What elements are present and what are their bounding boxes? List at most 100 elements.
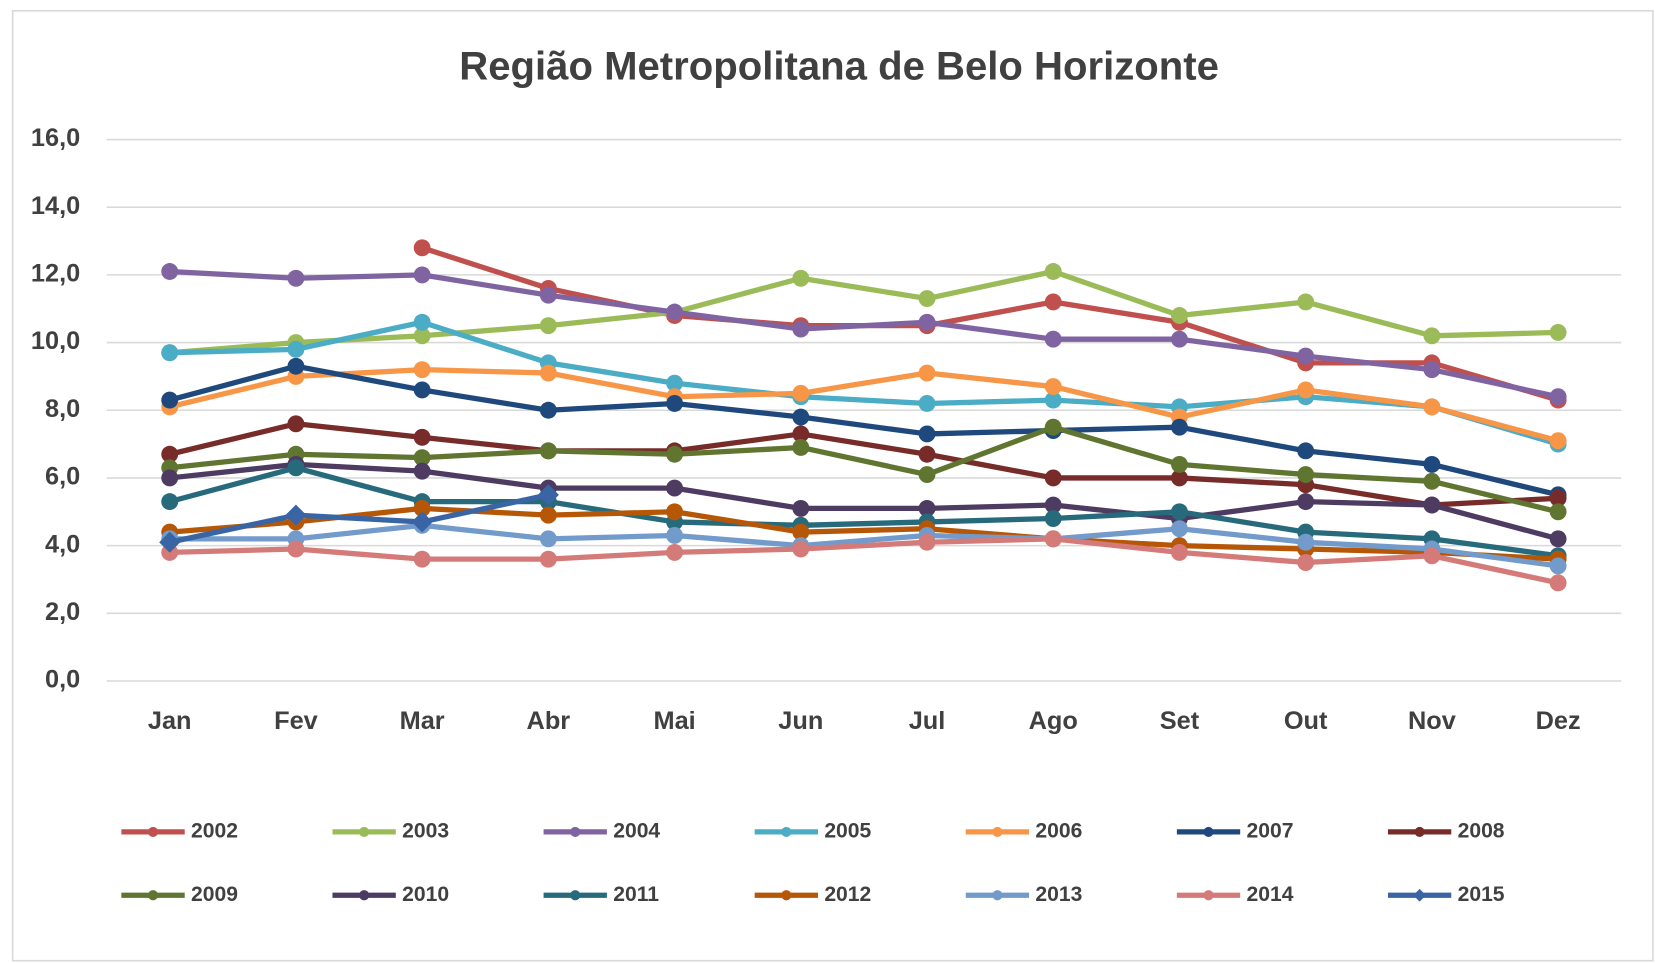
data-point xyxy=(792,384,810,402)
data-point xyxy=(161,263,179,280)
series-line xyxy=(169,505,1559,562)
data-point xyxy=(1549,432,1567,450)
data-point xyxy=(1044,330,1062,348)
legend-marker xyxy=(147,826,159,837)
legend-marker xyxy=(781,890,792,901)
data-point xyxy=(1549,388,1567,406)
x-tick-label: Fev xyxy=(274,707,318,735)
data-point xyxy=(1297,493,1315,511)
data-point xyxy=(666,543,684,561)
data-point xyxy=(1171,543,1188,561)
legend-label: 2003 xyxy=(402,819,449,842)
data-point xyxy=(792,523,810,541)
series-line xyxy=(169,367,1559,444)
series-line xyxy=(169,465,1559,559)
legend-label: 2014 xyxy=(1247,883,1294,906)
data-point xyxy=(1171,330,1188,348)
data-point xyxy=(792,425,810,443)
data-point xyxy=(792,439,810,456)
data-point xyxy=(413,381,431,399)
data-point xyxy=(666,303,684,321)
data-point xyxy=(1044,391,1062,409)
data-point xyxy=(1297,293,1315,311)
data-point xyxy=(413,462,431,480)
chart-border xyxy=(11,9,1654,962)
x-tick-label: Out xyxy=(1284,707,1328,735)
data-point xyxy=(539,317,557,335)
legend-marker xyxy=(1414,826,1425,837)
y-tick-label: 2,0 xyxy=(45,598,80,626)
data-point xyxy=(413,449,431,467)
data-point xyxy=(161,493,179,511)
data-point xyxy=(918,466,936,483)
data-point xyxy=(1044,293,1062,311)
data-point xyxy=(1423,496,1441,514)
data-point xyxy=(1297,347,1315,365)
data-point xyxy=(1171,418,1188,436)
data-point xyxy=(1171,469,1188,487)
data-point xyxy=(1297,554,1315,571)
y-tick-label: 16,0 xyxy=(31,124,80,152)
data-point xyxy=(161,445,179,463)
legend-label: 2008 xyxy=(1458,819,1505,842)
legend-label: 2015 xyxy=(1458,883,1505,906)
data-point xyxy=(792,540,810,558)
series-line xyxy=(169,461,1559,542)
legend-marker xyxy=(570,890,581,901)
legend-marker xyxy=(992,890,1003,901)
data-point xyxy=(918,499,936,517)
data-point xyxy=(1423,361,1441,379)
data-point xyxy=(1044,418,1062,436)
data-point xyxy=(287,340,305,358)
data-point xyxy=(161,469,179,487)
data-point xyxy=(918,364,936,382)
data-point xyxy=(792,408,810,426)
x-tick-label: Dez xyxy=(1536,707,1581,735)
data-point xyxy=(918,395,936,412)
data-point xyxy=(1171,520,1188,538)
data-point xyxy=(1171,503,1188,521)
data-point xyxy=(1044,530,1062,548)
data-point xyxy=(1044,378,1062,396)
data-point xyxy=(413,266,431,284)
chart-title: Região Metropolitana de Belo Horizonte xyxy=(459,44,1219,88)
data-point xyxy=(666,395,684,412)
data-point xyxy=(918,290,936,308)
legend-marker xyxy=(147,890,159,901)
data-point xyxy=(666,479,684,497)
legend-marker xyxy=(1413,888,1426,902)
data-point xyxy=(413,499,431,517)
y-tick-label: 8,0 xyxy=(45,395,80,423)
legend-label: 2009 xyxy=(191,883,238,906)
y-tick-label: 12,0 xyxy=(31,260,80,288)
data-point xyxy=(1423,455,1441,473)
data-point xyxy=(918,313,936,331)
data-point xyxy=(1044,469,1062,487)
series-line xyxy=(169,522,1559,569)
legend-marker xyxy=(570,826,581,837)
data-point xyxy=(413,550,431,568)
data-point xyxy=(1297,533,1315,551)
data-point xyxy=(413,361,431,379)
data-point xyxy=(161,391,179,409)
data-point xyxy=(1044,263,1062,280)
data-point xyxy=(666,527,684,544)
data-point xyxy=(1171,455,1188,473)
legend-label: 2005 xyxy=(824,819,871,842)
data-point xyxy=(918,533,936,551)
series-line xyxy=(169,363,1559,498)
y-tick-label: 4,0 xyxy=(45,530,80,558)
x-tick-label: Ago xyxy=(1029,707,1078,735)
data-point xyxy=(539,364,557,382)
data-point xyxy=(539,550,557,568)
data-point xyxy=(1171,307,1188,324)
data-point xyxy=(413,239,431,257)
data-point xyxy=(666,445,684,463)
data-point xyxy=(1423,398,1441,416)
data-point xyxy=(539,401,557,419)
data-point xyxy=(792,269,810,287)
legend-marker xyxy=(359,826,370,837)
legend-label: 2006 xyxy=(1035,819,1082,842)
x-tick-label: Set xyxy=(1160,707,1200,735)
